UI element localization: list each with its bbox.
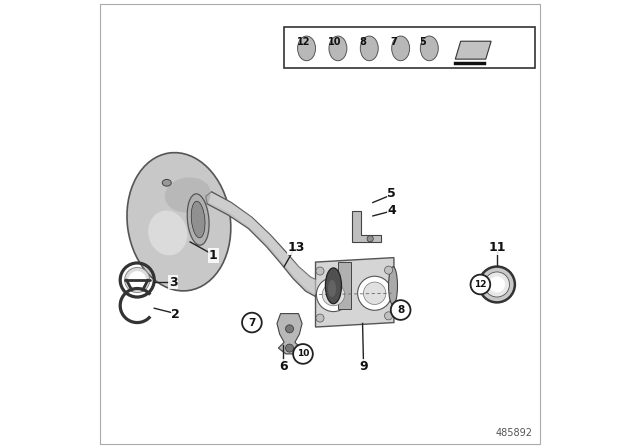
Circle shape	[391, 300, 410, 320]
Circle shape	[128, 271, 146, 289]
Text: 10: 10	[328, 37, 342, 47]
Ellipse shape	[392, 36, 410, 60]
Circle shape	[242, 313, 262, 332]
Circle shape	[316, 314, 324, 322]
Circle shape	[316, 277, 351, 312]
Ellipse shape	[127, 153, 231, 291]
Ellipse shape	[191, 201, 205, 238]
Ellipse shape	[328, 280, 336, 297]
Polygon shape	[316, 258, 394, 327]
Circle shape	[364, 282, 386, 305]
Circle shape	[285, 325, 294, 333]
Circle shape	[484, 272, 509, 297]
Text: 7: 7	[248, 318, 255, 327]
Polygon shape	[352, 211, 381, 242]
Ellipse shape	[163, 179, 172, 186]
Text: 5: 5	[419, 37, 426, 47]
Text: 8: 8	[397, 305, 404, 315]
Polygon shape	[333, 267, 394, 305]
Text: 11: 11	[488, 241, 506, 254]
Ellipse shape	[360, 36, 378, 60]
Ellipse shape	[164, 177, 211, 212]
Text: 12: 12	[474, 280, 486, 289]
Ellipse shape	[388, 267, 397, 305]
Polygon shape	[209, 193, 328, 295]
FancyBboxPatch shape	[284, 27, 535, 68]
Text: 6: 6	[279, 360, 287, 373]
Text: 13: 13	[288, 241, 305, 254]
Text: 10: 10	[297, 349, 309, 358]
Ellipse shape	[298, 36, 316, 60]
Circle shape	[367, 236, 373, 242]
Ellipse shape	[329, 36, 347, 60]
Text: 3: 3	[169, 276, 177, 289]
Text: 12: 12	[297, 37, 310, 47]
Text: 4: 4	[387, 204, 396, 217]
Circle shape	[125, 267, 150, 293]
Circle shape	[293, 344, 313, 364]
Circle shape	[385, 266, 392, 274]
Text: 8: 8	[360, 37, 366, 47]
Circle shape	[470, 275, 490, 294]
Text: 9: 9	[360, 360, 368, 373]
Text: 5: 5	[387, 187, 396, 200]
Text: 485892: 485892	[496, 428, 532, 438]
Ellipse shape	[148, 211, 187, 255]
Ellipse shape	[325, 268, 342, 304]
Circle shape	[479, 267, 515, 302]
Circle shape	[489, 276, 505, 293]
Circle shape	[285, 344, 294, 352]
Circle shape	[316, 267, 324, 275]
Polygon shape	[454, 62, 486, 65]
Text: 2: 2	[172, 308, 180, 321]
Polygon shape	[205, 192, 335, 297]
Text: 7: 7	[391, 37, 397, 47]
Polygon shape	[277, 314, 302, 354]
Ellipse shape	[420, 36, 438, 60]
Ellipse shape	[188, 194, 209, 245]
Polygon shape	[338, 262, 351, 309]
Circle shape	[358, 276, 392, 310]
Circle shape	[385, 312, 392, 320]
Circle shape	[322, 283, 344, 306]
Text: 1: 1	[209, 249, 218, 262]
Polygon shape	[455, 41, 491, 59]
Polygon shape	[335, 280, 392, 297]
